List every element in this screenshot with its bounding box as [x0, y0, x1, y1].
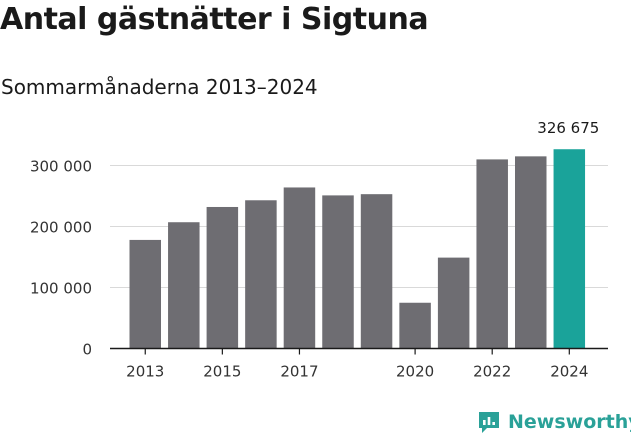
bar-2022	[476, 159, 508, 349]
bar-2023	[515, 156, 547, 349]
bar-2021	[437, 257, 470, 349]
bar-2020	[399, 302, 431, 349]
x-tick-label: 2020	[396, 363, 434, 381]
x-tick-label: 2024	[550, 363, 588, 381]
bar-2016	[245, 200, 277, 349]
bar-2015	[206, 206, 239, 349]
y-tick-label: 300 000	[30, 158, 92, 176]
axes	[110, 347, 608, 355]
chart-title: Antal gästnätter i Sigtuna	[0, 2, 429, 37]
bar-2017	[283, 187, 316, 349]
bar-value-label: 326 675	[537, 119, 599, 137]
y-tick-label: 200 000	[30, 219, 92, 237]
brand-name: Newsworthy	[508, 411, 631, 433]
x-tick-label: 2013	[126, 363, 164, 381]
x-tick-label: 2017	[280, 363, 318, 381]
bar-2024	[553, 149, 586, 349]
bar-2018	[322, 195, 354, 349]
newsworthy-logo-icon	[479, 412, 499, 433]
x-tick-label: 2022	[473, 363, 511, 381]
y-tick-label: 100 000	[30, 280, 92, 298]
bar-2014	[168, 222, 200, 349]
labels: 0 100 000 200 000 300 000 2013 2015 2017 2020 20…	[30, 119, 599, 380]
x-tick-label: 2015	[203, 363, 241, 381]
bar-2013	[129, 239, 161, 349]
y-tick-label: 0	[82, 341, 92, 359]
bar-2019	[360, 194, 393, 349]
brand-logo: Newsworthy	[476, 408, 631, 436]
bars	[129, 149, 586, 349]
chart-subtitle: Sommarmånaderna 2013–2024	[1, 75, 318, 99]
